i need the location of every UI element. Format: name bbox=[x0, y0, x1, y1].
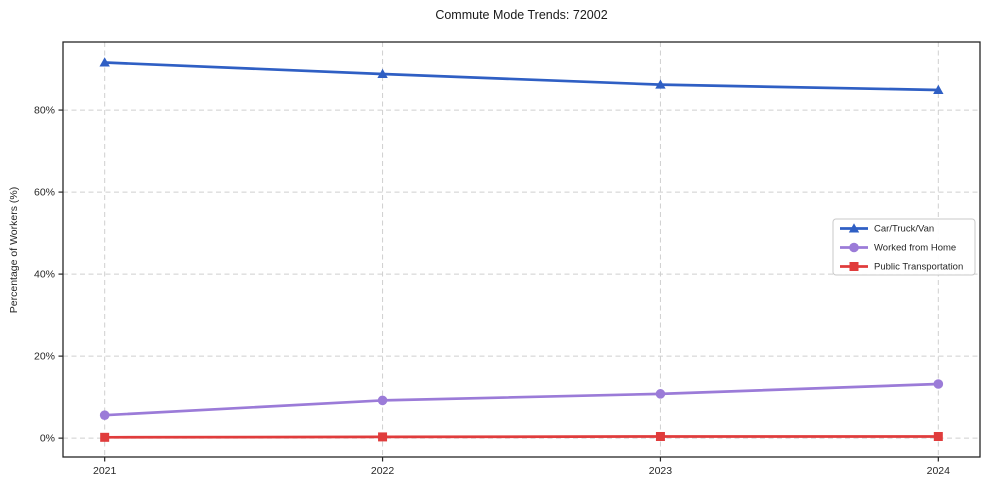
y-tick-label: 80% bbox=[34, 105, 55, 117]
series-worked-from-home bbox=[99, 379, 944, 420]
data-point-public-transportation bbox=[378, 432, 388, 442]
y-tick-label: 40% bbox=[34, 269, 55, 281]
data-point-public-transportation bbox=[655, 431, 665, 441]
data-point-worked-from-home bbox=[933, 379, 944, 389]
data-point-car-truck-van bbox=[933, 84, 944, 94]
y-tick-label: 60% bbox=[34, 187, 55, 199]
legend-label: Worked from Home bbox=[874, 243, 956, 254]
legend-item-car-truck-van: Car/Truck/Van bbox=[840, 223, 934, 235]
data-point-car-truck-van bbox=[655, 79, 666, 89]
legend-label: Car/Truck/Van bbox=[874, 224, 934, 235]
y-tick-label: 20% bbox=[34, 351, 55, 363]
x-tick-label: 2021 bbox=[93, 465, 117, 477]
legend-item-public-transportation: Public Transportation bbox=[840, 262, 963, 273]
legend-box bbox=[832, 218, 976, 276]
chart-title: Commute Mode Trends: 72002 bbox=[435, 8, 608, 22]
data-point-public-transportation bbox=[100, 432, 110, 442]
series-line-public-transportation bbox=[103, 435, 940, 439]
x-tick-label: 2023 bbox=[649, 465, 673, 477]
y-tick-label: 0% bbox=[40, 433, 55, 445]
data-point-public-transportation bbox=[933, 431, 943, 441]
legend-marker-circle bbox=[849, 242, 859, 253]
series-line-worked-from-home bbox=[103, 382, 940, 417]
data-point-worked-from-home bbox=[99, 410, 110, 420]
data-point-car-truck-van bbox=[377, 68, 388, 78]
plot-border bbox=[62, 41, 981, 458]
legend-item-worked-from-home: Worked from Home bbox=[840, 242, 956, 254]
y-axis-label: Percentage of Workers (%) bbox=[8, 186, 20, 314]
series-line-car-truck-van bbox=[103, 61, 940, 92]
legend-label: Public Transportation bbox=[874, 262, 963, 273]
x-tick-label: 2024 bbox=[927, 465, 951, 477]
data-point-car-truck-van bbox=[99, 57, 110, 67]
series-car-truck-van bbox=[99, 57, 944, 94]
legend: Car/Truck/Van Worked from Home Public Tran… bbox=[832, 218, 976, 276]
series-public-transportation bbox=[100, 431, 943, 442]
data-point-worked-from-home bbox=[655, 389, 666, 399]
x-tick-label: 2022 bbox=[371, 465, 395, 477]
legend-marker-triangle bbox=[848, 223, 860, 233]
legend-marker-square bbox=[849, 262, 859, 271]
data-point-worked-from-home bbox=[377, 395, 388, 406]
